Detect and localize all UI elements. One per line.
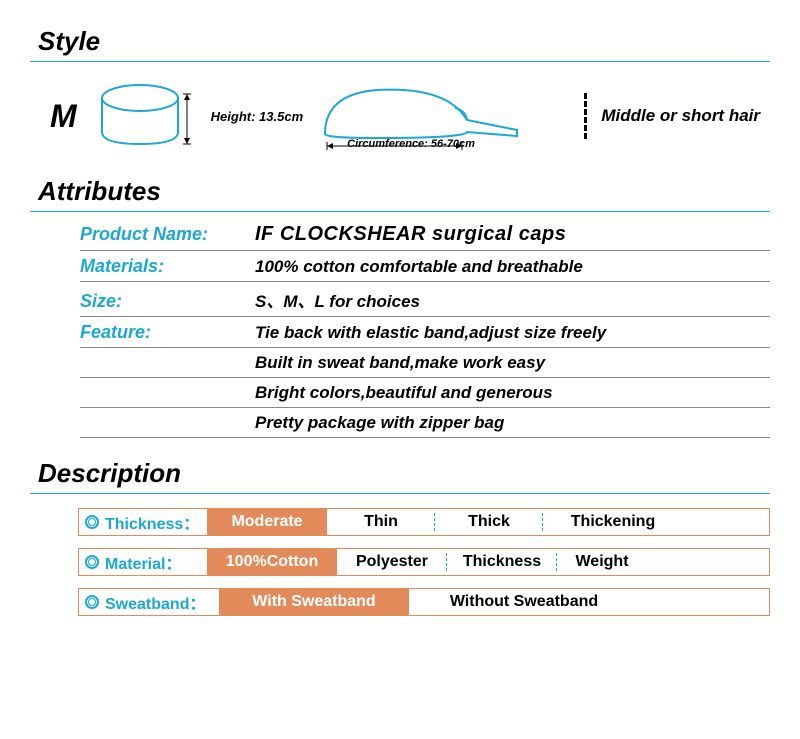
section-title-attributes: Attributes bbox=[30, 170, 770, 212]
option-selected: Moderate bbox=[207, 509, 327, 535]
circumference-label: Circumference: 56-70cm bbox=[347, 138, 475, 150]
attr-row: Feature:Tie back with elastic band,adjus… bbox=[80, 317, 770, 348]
option-bar: Material： 100%CottonPolyesterThicknessWei… bbox=[78, 548, 770, 576]
attr-value: Pretty package with zipper bag bbox=[255, 413, 504, 433]
attr-row: Materials:100% cotton comfortable and br… bbox=[80, 251, 770, 282]
attr-value: Built in sweat band,make work easy bbox=[255, 353, 545, 373]
option: Polyester bbox=[337, 549, 447, 575]
attr-row: Product Name:IF CLOCKSHEAR surgical caps bbox=[80, 218, 770, 251]
hair-label: Middle or short hair bbox=[601, 106, 760, 126]
option-key-text: Material： bbox=[105, 550, 181, 574]
option-cells: With SweatbandWithout Sweatband bbox=[219, 589, 769, 615]
option-cells: ModerateThinThickThickening bbox=[207, 509, 769, 535]
attr-row: Bright colors,beautiful and generous bbox=[80, 378, 770, 408]
option-key: Material： bbox=[79, 549, 207, 575]
bullet-icon bbox=[85, 515, 99, 529]
option-cells: 100%CottonPolyesterThicknessWeight bbox=[207, 549, 769, 575]
option-selected: With Sweatband bbox=[219, 589, 409, 615]
attr-value: Tie back with elastic band,adjust size f… bbox=[255, 323, 606, 343]
option-key: Thickness： bbox=[79, 509, 207, 535]
attr-row: Pretty package with zipper bag bbox=[80, 408, 770, 438]
attr-label: Materials: bbox=[80, 256, 255, 277]
option-selected: 100%Cotton bbox=[207, 549, 337, 575]
divider-dash bbox=[584, 93, 587, 139]
size-letter: M bbox=[50, 98, 77, 135]
attr-value: S、M、L for choices bbox=[255, 287, 420, 312]
option: Thickness bbox=[447, 549, 557, 575]
attr-label: Size: bbox=[80, 291, 255, 312]
height-label: Height: 13.5cm bbox=[211, 109, 303, 124]
option: Thin bbox=[327, 509, 435, 535]
attributes-table: Product Name:IF CLOCKSHEAR surgical caps… bbox=[30, 212, 770, 452]
option: Weight bbox=[557, 549, 647, 575]
description-area: Thickness： ModerateThinThickThickening Mat… bbox=[30, 494, 770, 616]
attr-label: Product Name: bbox=[80, 224, 255, 245]
attr-value: Bright colors,beautiful and generous bbox=[255, 383, 553, 403]
section-title-style: Style bbox=[30, 20, 770, 62]
bullet-icon bbox=[85, 595, 99, 609]
section-title-description: Description bbox=[30, 452, 770, 494]
cap-front-icon bbox=[95, 80, 205, 152]
style-diagram: M Height: 13.5cm Circumference: 56-70cm … bbox=[30, 62, 770, 170]
option: Thickening bbox=[543, 509, 683, 535]
attr-value: 100% cotton comfortable and breathable bbox=[255, 257, 583, 277]
option-key-text: Sweatband： bbox=[105, 590, 205, 614]
option: Thick bbox=[435, 509, 543, 535]
attr-row: Size:S、M、L for choices bbox=[80, 282, 770, 317]
attr-label: Feature: bbox=[80, 322, 255, 343]
bullet-icon bbox=[85, 555, 99, 569]
option-bar: Sweatband： With SweatbandWithout Sweatban… bbox=[78, 588, 770, 616]
option: Without Sweatband bbox=[409, 589, 639, 615]
attr-row: Built in sweat band,make work easy bbox=[80, 348, 770, 378]
option-key: Sweatband： bbox=[79, 589, 219, 615]
option-bar: Thickness： ModerateThinThickThickening bbox=[78, 508, 770, 536]
attr-value: IF CLOCKSHEAR surgical caps bbox=[255, 223, 566, 246]
option-key-text: Thickness： bbox=[105, 510, 199, 534]
